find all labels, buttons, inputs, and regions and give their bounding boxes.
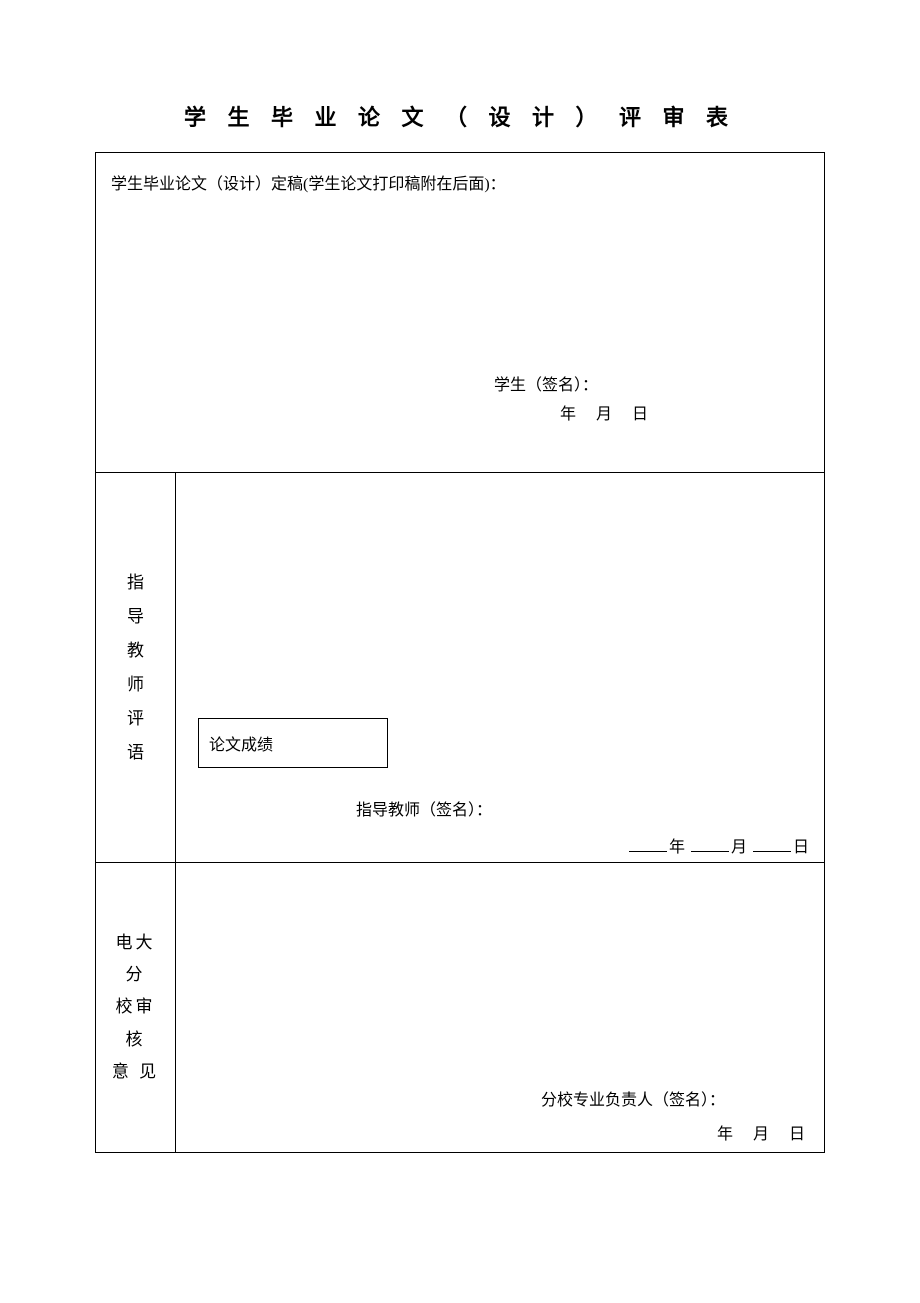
advisor-comment-label: 指 导 教 师 评 语 [106,566,165,770]
review-form-table: 学生毕业论文（设计）定稿(学生论文打印稿附在后面)： 学生（签名）： 年 月 日… [95,152,825,1153]
advisor-signature-label: 指导教师（签名）： [356,796,492,820]
section1-signature-block: 学生（签名）： 年 月 日 [96,371,824,424]
section2-label-cell: 指 导 教 师 评 语 [96,473,176,863]
date-month-label: 月 [753,1126,773,1143]
label-char-1: 指 [106,566,165,600]
document-title: 学 生 毕 业 论 文 （ 设 计 ） 评 审 表 [95,100,825,132]
label-char-4: 师 [106,668,165,702]
advisor-date-line: 年 月 日 [627,833,809,857]
month-blank [691,851,729,852]
date-month-label: 月 [596,406,614,423]
date-day-label: 日 [632,406,650,423]
label-char-6: 语 [106,736,165,770]
section3-content-cell: 分校专业负责人（签名）： 年 月 日 [176,863,825,1153]
student-signature-date: 年 月 日 [96,400,824,424]
label-line-3: 意 见 [106,1056,165,1088]
label-char-2: 导 [106,600,165,634]
section1-header-text: 学生毕业论文（设计）定稿(学生论文打印稿附在后面)： [111,173,809,197]
student-signature-label: 学生（签名）： [96,371,824,395]
date-day-label: 日 [793,839,809,856]
branch-date-line: 年 月 日 [717,1120,809,1144]
section1-cell: 学生毕业论文（设计）定稿(学生论文打印稿附在后面)： 学生（签名）： 年 月 日 [96,153,825,473]
section2-row: 指 导 教 师 评 语 论文成绩 指导教师（签名）： 年 月 日 [96,473,825,863]
grade-box-label: 论文成绩 [209,737,273,754]
thesis-grade-box: 论文成绩 [198,718,388,768]
label-char-5: 评 [106,702,165,736]
label-line-1: 电大分 [106,927,165,992]
label-line-2: 校审核 [106,991,165,1056]
date-year-label: 年 [717,1126,737,1143]
branch-review-label: 电大分 校审核 意 见 [106,927,165,1088]
day-blank [753,851,791,852]
section3-label-cell: 电大分 校审核 意 见 [96,863,176,1153]
label-char-3: 教 [106,634,165,668]
date-month-label: 月 [731,839,747,856]
date-year-label: 年 [560,406,578,423]
section2-content-cell: 论文成绩 指导教师（签名）： 年 月 日 [176,473,825,863]
date-year-label: 年 [669,839,685,856]
section3-row: 电大分 校审核 意 见 分校专业负责人（签名）： 年 月 日 [96,863,825,1153]
year-blank [629,851,667,852]
section1-row: 学生毕业论文（设计）定稿(学生论文打印稿附在后面)： 学生（签名）： 年 月 日 [96,153,825,473]
date-day-label: 日 [789,1126,809,1143]
page-container: 学 生 毕 业 论 文 （ 设 计 ） 评 审 表 学生毕业论文（设计）定稿(学… [0,0,920,1303]
branch-signature-label: 分校专业负责人（签名）： [541,1086,725,1110]
